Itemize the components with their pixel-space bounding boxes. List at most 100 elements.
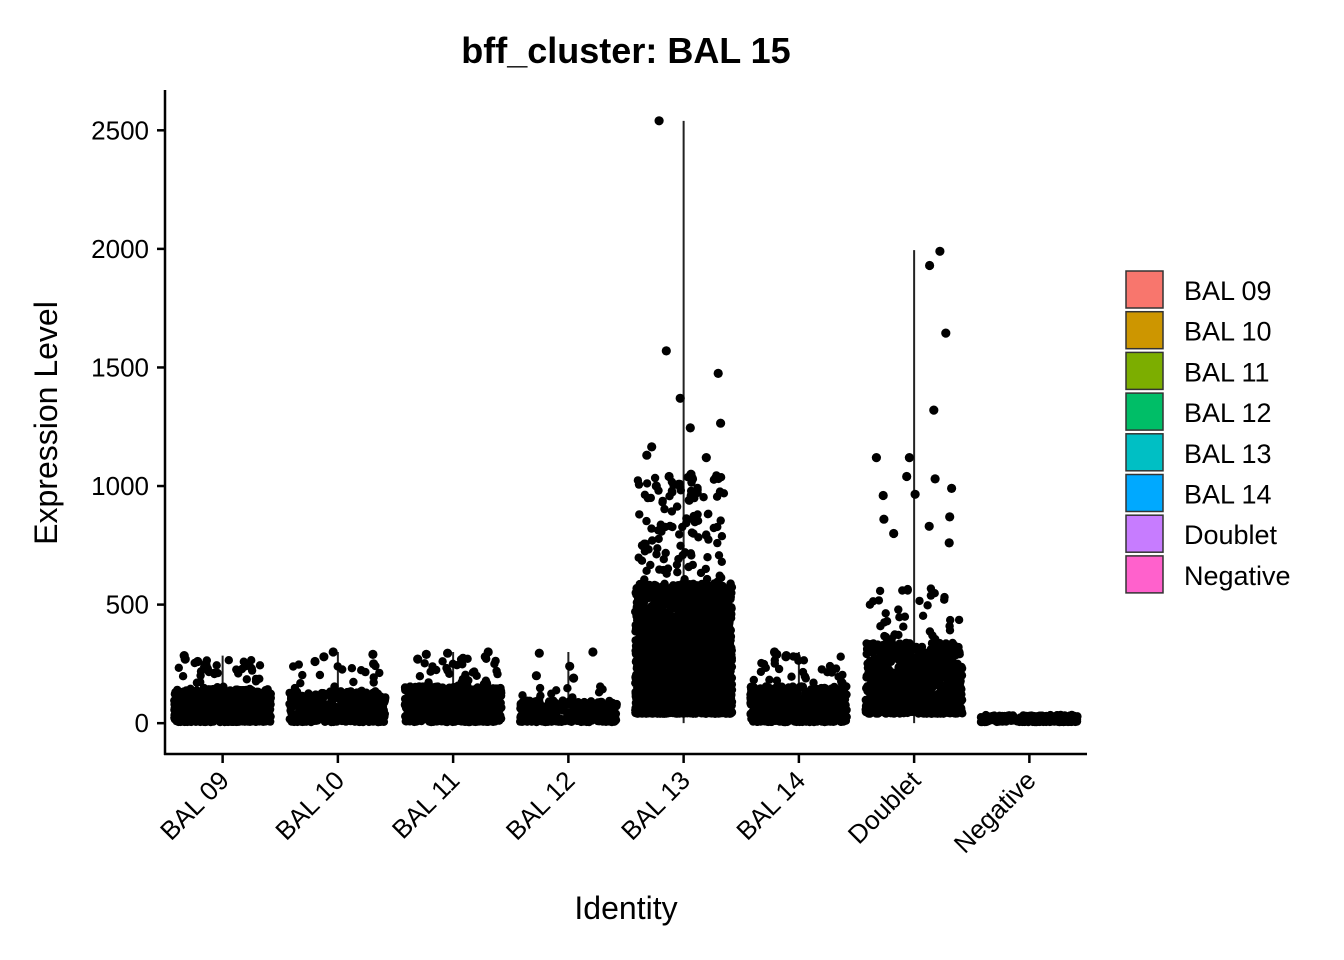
data-point — [368, 688, 378, 698]
data-point — [417, 693, 426, 702]
data-point — [204, 706, 213, 715]
data-point — [715, 487, 725, 496]
data-point — [726, 626, 735, 635]
data-point — [699, 493, 708, 502]
data-point — [250, 716, 260, 725]
data-point — [424, 697, 433, 707]
data-point — [635, 600, 645, 609]
data-point — [484, 701, 493, 710]
data-point — [468, 668, 478, 677]
data-point — [724, 603, 733, 612]
data-point — [220, 689, 229, 698]
data-point — [466, 704, 475, 714]
data-point — [665, 708, 675, 718]
data-point — [710, 700, 719, 709]
data-point — [193, 696, 202, 705]
data-point — [226, 705, 235, 715]
data-point — [532, 697, 541, 706]
data-point — [438, 657, 447, 666]
data-point — [702, 630, 711, 639]
data-point — [640, 660, 649, 669]
data-point — [680, 639, 689, 648]
data-point — [637, 556, 647, 565]
data-point — [689, 589, 698, 598]
outlier-point — [685, 423, 695, 433]
data-point — [478, 699, 487, 708]
outlier-point — [661, 346, 671, 356]
data-point — [668, 676, 677, 685]
data-point — [647, 622, 656, 631]
data-point — [677, 585, 687, 595]
data-point — [212, 661, 221, 670]
data-point — [580, 699, 589, 709]
outlier-point — [421, 649, 431, 660]
data-point — [703, 553, 712, 562]
data-point — [403, 702, 412, 711]
data-point — [558, 696, 567, 705]
data-point — [316, 714, 326, 723]
outlier-point — [328, 647, 338, 657]
data-point — [702, 574, 712, 584]
data-point — [665, 584, 674, 593]
data-point — [659, 555, 668, 564]
data-point — [685, 629, 695, 638]
data-point — [693, 673, 703, 682]
data-point — [663, 690, 672, 699]
data-point — [727, 588, 736, 598]
data-point — [290, 683, 300, 693]
data-point — [328, 711, 338, 720]
data-point — [490, 659, 499, 669]
data-point — [554, 704, 564, 713]
data-point — [659, 644, 668, 653]
data-point — [607, 706, 616, 715]
data-point — [717, 557, 726, 566]
data-point — [716, 516, 725, 525]
data-point — [242, 675, 251, 684]
data-point — [380, 696, 389, 705]
data-point — [702, 647, 711, 656]
data-point — [705, 660, 714, 669]
plot-area — [170, 116, 1082, 727]
data-point — [315, 670, 325, 680]
data-point — [648, 536, 657, 545]
data-point — [715, 571, 724, 580]
data-point — [367, 715, 376, 724]
data-point — [592, 706, 601, 715]
data-point — [719, 677, 728, 686]
data-point — [224, 656, 233, 665]
data-point — [658, 702, 668, 711]
data-point — [679, 604, 688, 613]
outlier-point — [713, 368, 723, 378]
data-point — [583, 708, 592, 717]
data-point — [706, 639, 715, 648]
data-point — [725, 639, 735, 649]
data-point — [678, 522, 687, 532]
data-point — [431, 682, 440, 691]
data-point — [257, 710, 267, 719]
data-point — [700, 594, 709, 603]
outlier-point — [664, 471, 674, 482]
data-point — [479, 679, 489, 689]
data-point — [712, 678, 721, 687]
data-point — [375, 668, 384, 678]
data-point — [726, 666, 735, 676]
data-point — [242, 685, 251, 695]
data-point — [263, 700, 272, 709]
data-point — [634, 480, 644, 489]
data-point — [453, 681, 463, 690]
data-point — [244, 694, 253, 703]
data-point — [660, 504, 669, 514]
data-point — [717, 609, 726, 618]
data-point — [633, 683, 642, 692]
data-point — [649, 630, 658, 639]
data-point — [667, 658, 676, 668]
data-point — [665, 616, 674, 625]
data-point — [255, 674, 264, 683]
data-point — [349, 677, 358, 687]
data-point — [640, 575, 649, 584]
outlier-point — [651, 481, 661, 491]
data-point — [699, 601, 708, 610]
data-point — [319, 690, 328, 700]
data-point — [209, 668, 219, 678]
